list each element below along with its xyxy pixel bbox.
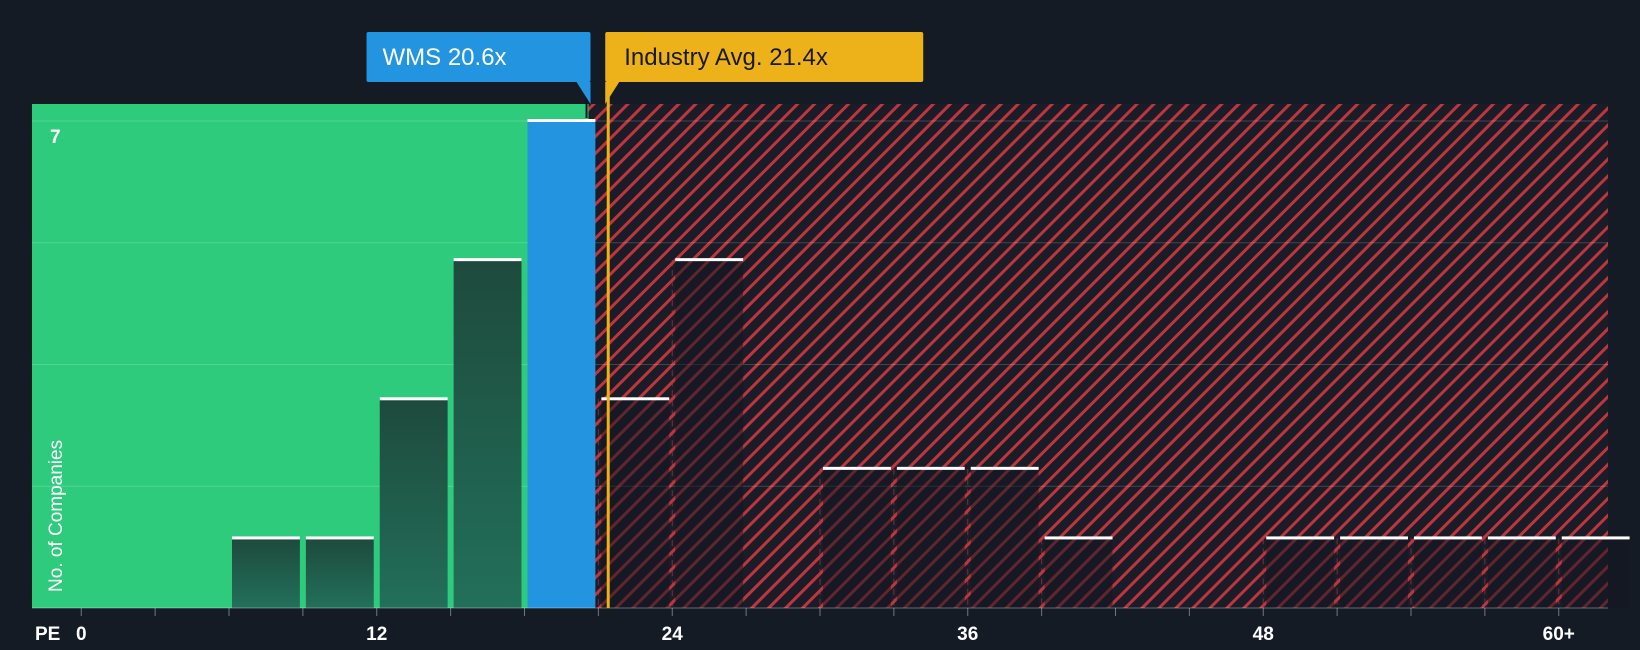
histogram-bar [1044, 538, 1113, 608]
industry-avg-label-box [605, 32, 924, 82]
histogram-bar [1414, 538, 1482, 608]
histogram-bar [601, 399, 670, 608]
histogram-bar-cap [1487, 536, 1556, 540]
histogram-bar [970, 468, 1039, 608]
histogram-bar-cap [1044, 536, 1113, 540]
histogram-bar [305, 538, 374, 608]
histogram-bar-cap [379, 397, 448, 401]
histogram-bar-cap [1266, 536, 1335, 540]
x-axis-label: PE [35, 624, 60, 645]
histogram-bar [1561, 538, 1630, 608]
x-tick-label: 60+ [1543, 624, 1575, 645]
y-tick-label: 7 [50, 127, 61, 148]
x-tick-label: 48 [1253, 624, 1274, 645]
x-tick-label: 12 [366, 624, 387, 645]
histogram-bar-cap [1561, 536, 1630, 540]
histogram-bar [232, 538, 300, 608]
histogram-bar-cap [601, 397, 670, 401]
histogram-bar-cap [823, 466, 891, 470]
histogram-bar-cap [675, 258, 744, 262]
histogram-bar [1340, 538, 1408, 608]
histogram-bar-cap [896, 466, 965, 470]
histogram-bar-cap [527, 119, 596, 122]
histogram-bar-cap [1414, 536, 1482, 540]
industry-avg-label-pointer [605, 82, 620, 104]
company-pe-label-box [366, 32, 591, 82]
company-pe-label-pointer [576, 82, 591, 104]
histogram-bar [453, 260, 522, 608]
x-tick-label: 36 [957, 624, 978, 645]
histogram-bar [1266, 538, 1335, 608]
histogram-bar [675, 260, 744, 608]
histogram-bar [896, 468, 965, 608]
histogram-bar-cap [1340, 536, 1408, 540]
histogram-bar [823, 468, 891, 608]
x-tick-label: 24 [662, 624, 684, 645]
histogram-bar-cap [453, 258, 522, 262]
histogram-bar [1487, 538, 1556, 608]
expensive-zone [588, 104, 1608, 608]
histogram-bar-cap [305, 536, 374, 540]
histogram-bar [527, 121, 596, 608]
x-tick-label: 0 [76, 624, 87, 645]
industry-avg-label: Industry Avg. 21.4x [624, 44, 828, 71]
histogram-bar-cap [232, 536, 300, 540]
histogram-bar-cap [970, 466, 1039, 470]
y-axis-label: No. of Companies [46, 440, 67, 592]
company-pe-label: WMS 20.6x [383, 44, 507, 71]
histogram-bar [379, 399, 448, 608]
